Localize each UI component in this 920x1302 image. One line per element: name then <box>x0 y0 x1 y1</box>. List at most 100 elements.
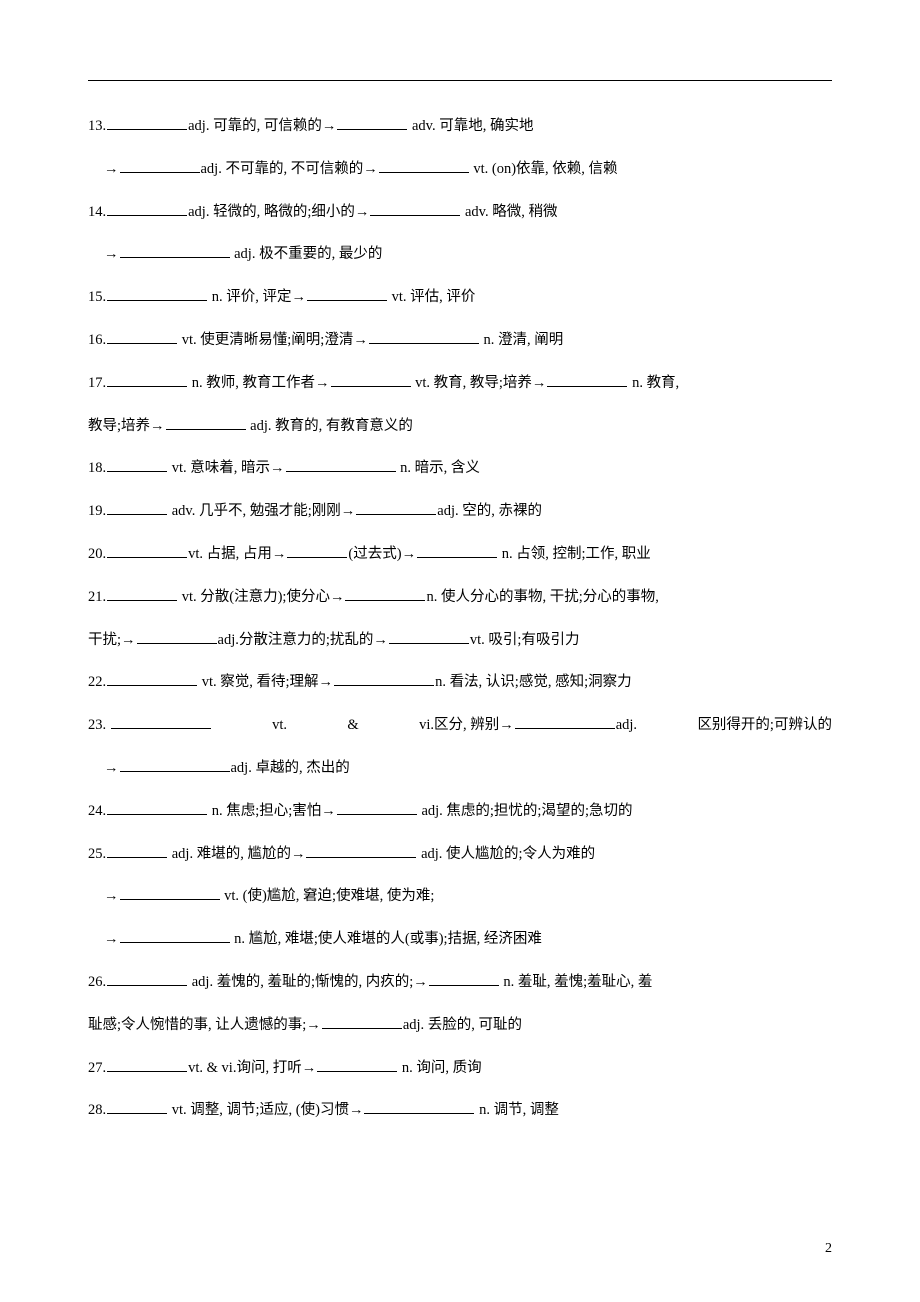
item-number: 19. <box>88 503 106 519</box>
blank-input[interactable] <box>364 1100 474 1115</box>
blank-input[interactable] <box>107 458 167 473</box>
item-13-line2: →adj. 不可靠的, 不可信赖的→ vt. (on)依靠, 依赖, 信赖 <box>88 152 832 187</box>
blank-input[interactable] <box>379 158 469 173</box>
item-14-line2: → adj. 极不重要的, 最少的 <box>88 237 832 272</box>
item-18: 18. vt. 意味着, 暗示→ n. 暗示, 含义 <box>88 451 832 486</box>
blank-input[interactable] <box>120 244 230 259</box>
blank-input[interactable] <box>107 543 187 558</box>
definition-text: vt. (使)尴尬, 窘迫;使难堪, 使为难; <box>221 888 435 904</box>
blank-input[interactable] <box>107 672 197 687</box>
blank-input[interactable] <box>107 1057 187 1072</box>
blank-input[interactable] <box>337 116 407 131</box>
blank-input[interactable] <box>137 629 217 644</box>
blank-input[interactable] <box>389 629 469 644</box>
blank-input[interactable] <box>287 543 347 558</box>
definition-text: adv. 可靠地, 确实地 <box>408 118 533 134</box>
blank-input[interactable] <box>107 116 187 131</box>
blank-input[interactable] <box>370 201 460 216</box>
definition-text: adj. 羞愧的, 羞耻的;惭愧的, 内疚的;→ <box>188 974 428 990</box>
blank-input[interactable] <box>331 372 411 387</box>
definition-text: adj. 使人尴尬的;令人为难的 <box>417 846 595 862</box>
arrow-text: → <box>104 888 119 904</box>
item-number: 22. <box>88 674 106 690</box>
blank-input[interactable] <box>107 201 187 216</box>
blank-input[interactable] <box>107 586 177 601</box>
page-number: 2 <box>825 1241 832 1257</box>
definition-text: (过去式)→ <box>348 546 416 562</box>
definition-text: n. 澄清, 阐明 <box>480 332 563 348</box>
item-26-line2: 耻感;令人惋惜的事, 让人遗憾的事;→adj. 丢脸的, 可耻的 <box>88 1008 832 1043</box>
definition-text: vt. <box>272 708 287 743</box>
definition-text: vt. 分散(注意力);使分心→ <box>178 589 344 605</box>
blank-input[interactable] <box>107 971 187 986</box>
definition-text: vt. & vi.询问, 打听→ <box>188 1060 316 1076</box>
blank-input[interactable] <box>547 372 627 387</box>
definition-text: adj. 焦虑的;担忧的;渴望的;急切的 <box>418 803 633 819</box>
definition-text: vt. (on)依靠, 依赖, 信赖 <box>470 161 618 177</box>
definition-text: n. 羞耻, 羞愧;羞耻心, 羞 <box>500 974 653 990</box>
blank-input[interactable] <box>120 158 200 173</box>
blank-input[interactable] <box>515 715 615 730</box>
blank-input[interactable] <box>107 843 167 858</box>
item-number: 16. <box>88 332 106 348</box>
item-23-line2: →adj. 卓越的, 杰出的 <box>88 751 832 786</box>
item-number: 27. <box>88 1060 106 1076</box>
definition-text: n. 教师, 教育工作者→ <box>188 375 329 391</box>
item-number: 14. <box>88 204 106 220</box>
arrow-text: → <box>104 161 119 177</box>
definition-text: vt. 使更清晰易懂;阐明;澄清→ <box>178 332 368 348</box>
definition-text: adj. 轻微的, 略微的;细小的→ <box>188 204 369 220</box>
blank-input[interactable] <box>429 971 499 986</box>
blank-input[interactable] <box>417 543 497 558</box>
blank-input[interactable] <box>120 757 230 772</box>
blank-input[interactable] <box>120 929 230 944</box>
blank-input[interactable] <box>356 501 436 516</box>
item-number: 25. <box>88 846 106 862</box>
blank-input[interactable] <box>107 501 167 516</box>
blank-input[interactable] <box>307 287 387 302</box>
blank-input[interactable] <box>166 415 246 430</box>
definition-text: vt. 吸引;有吸引力 <box>470 632 580 648</box>
horizontal-rule <box>88 80 832 81</box>
blank-input[interactable] <box>107 800 207 815</box>
blank-input[interactable] <box>107 372 187 387</box>
item-17-line1: 17. n. 教师, 教育工作者→ vt. 教育, 教导;培养→ n. 教育, <box>88 366 832 401</box>
arrow-text: → <box>104 931 119 947</box>
blank-input[interactable] <box>286 458 396 473</box>
item-21-line2: 干扰;→adj.分散注意力的;扰乱的→vt. 吸引;有吸引力 <box>88 623 832 658</box>
blank-input[interactable] <box>111 715 211 730</box>
arrow-text: → <box>104 246 119 262</box>
item-20: 20.vt. 占据, 占用→(过去式)→ n. 占领, 控制;工作, 职业 <box>88 537 832 572</box>
definition-text: n. 教育, <box>628 375 679 391</box>
blank-input[interactable] <box>322 1014 402 1029</box>
definition-text: n. 询问, 质询 <box>398 1060 481 1076</box>
blank-input[interactable] <box>369 329 479 344</box>
blank-input[interactable] <box>317 1057 397 1072</box>
blank-input[interactable] <box>337 800 417 815</box>
definition-text: adj. 极不重要的, 最少的 <box>231 246 383 262</box>
definition-text: & <box>347 708 358 743</box>
definition-text: adj. <box>616 717 637 733</box>
item-23-line1: 23. vt. & vi.区分, 辨别→adj. 区别得开的;可辨认的 <box>88 708 832 743</box>
definition-text: n. 评价, 评定→ <box>208 289 306 305</box>
blank-input[interactable] <box>334 672 434 687</box>
definition-text: n. 焦虑;担心;害怕→ <box>208 803 336 819</box>
definition-text: vt. 察觉, 看待;理解→ <box>198 674 333 690</box>
definition-text: adj. 难堪的, 尴尬的→ <box>168 846 305 862</box>
definition-text: vt. 评估, 评价 <box>388 289 475 305</box>
blank-input[interactable] <box>107 287 207 302</box>
definition-text: vi.区分, 辨别→ <box>419 717 514 733</box>
definition-text: adj. 教育的, 有教育意义的 <box>247 418 413 434</box>
blank-input[interactable] <box>345 586 425 601</box>
item-number: 21. <box>88 589 106 605</box>
definition-text: n. 调节, 调整 <box>475 1102 558 1118</box>
blank-input[interactable] <box>306 843 416 858</box>
blank-input[interactable] <box>107 329 177 344</box>
blank-input[interactable] <box>120 886 220 901</box>
definition-text: 教导;培养→ <box>88 418 165 434</box>
definition-text: vt. 意味着, 暗示→ <box>168 460 284 476</box>
definition-text: vt. 教育, 教导;培养→ <box>412 375 547 391</box>
blank-input[interactable] <box>107 1100 167 1115</box>
definition-text: vt. 调整, 调节;适应, (使)习惯→ <box>168 1102 363 1118</box>
item-25-line3: → n. 尴尬, 难堪;使人难堪的人(或事);拮据, 经济困难 <box>88 922 832 957</box>
